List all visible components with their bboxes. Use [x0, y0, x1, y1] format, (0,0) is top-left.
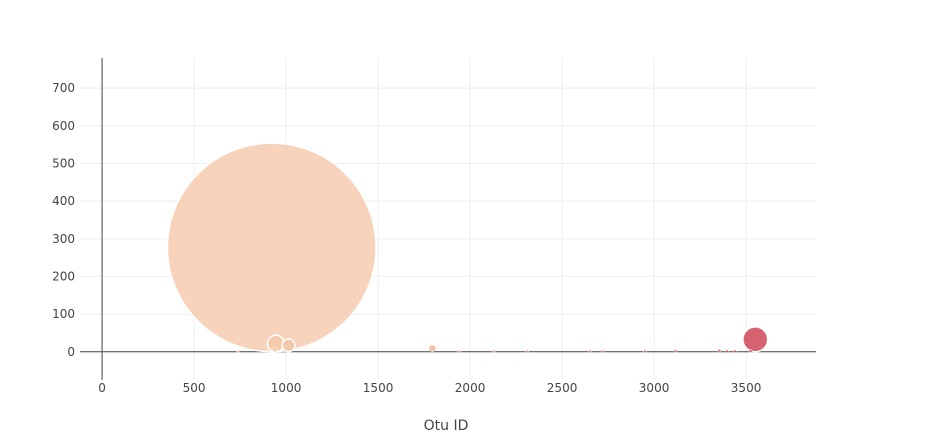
x-tick-label: 1000 [271, 381, 302, 395]
data-bubble [525, 349, 530, 354]
x-axis-title: Otu ID [424, 418, 469, 434]
data-bubble [428, 344, 436, 353]
tick-labels: 0 500 1000 1500 2000 2500 3000 3500 0 100 200 300 40… [52, 81, 761, 395]
x-tick-label: 0 [98, 381, 106, 395]
data-bubble [588, 349, 592, 354]
data-bubble [272, 346, 278, 353]
data-bubble [166, 142, 377, 353]
y-tick-label: 700 [52, 81, 75, 95]
y-tick-label: 200 [52, 269, 75, 283]
y-tick-label: 400 [52, 194, 75, 208]
data-bubble [732, 349, 737, 354]
data-bubble [742, 326, 769, 353]
data-bubble [673, 349, 678, 353]
x-tick-label: 500 [183, 381, 206, 395]
y-tick-label: 100 [52, 307, 75, 321]
x-tick-label: 1500 [363, 381, 394, 395]
data-bubble [281, 338, 296, 353]
x-tick-label: 2500 [547, 381, 578, 395]
x-tick-label: 3500 [731, 381, 762, 395]
data-bubble [717, 348, 722, 353]
y-tick-label: 300 [52, 232, 75, 246]
data-bubble [457, 349, 461, 354]
data-bubble [236, 349, 240, 354]
data-bubble [725, 349, 729, 354]
data-bubble [600, 349, 605, 354]
y-tick-label: 500 [52, 156, 75, 170]
x-tick-label: 3000 [639, 381, 670, 395]
axes [80, 58, 816, 380]
x-tick-label: 2000 [455, 381, 486, 395]
y-tick-label: 0 [67, 345, 75, 359]
bubbles [166, 142, 769, 354]
data-bubble [643, 349, 647, 354]
data-bubble [491, 349, 496, 354]
y-tick-label: 600 [52, 119, 75, 133]
data-bubble [748, 349, 753, 353]
